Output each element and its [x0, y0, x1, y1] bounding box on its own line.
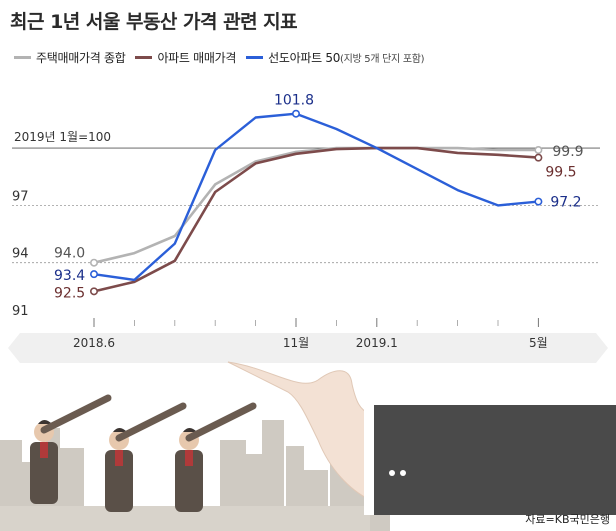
- series-end-label-0: 99.9: [552, 144, 583, 160]
- legend-note-leading50: (지방 5개 단지 포함): [340, 53, 425, 65]
- series-start-marker-1: [90, 287, 99, 296]
- man-hair: [183, 428, 197, 432]
- series-peak-marker-2: [291, 109, 300, 118]
- legend: 주택매매가격 종합 아파트 매매가격 선도아파트 50 (지방 5개 단지 포함…: [14, 48, 434, 66]
- x-tick-label: 2018.6: [73, 336, 115, 350]
- legend-item-apartment: 아파트 매매가격: [135, 49, 236, 66]
- man-tie: [40, 442, 48, 458]
- telescope-icon: [185, 402, 257, 442]
- series-end-marker-1: [534, 153, 543, 162]
- shirt-cuff: [364, 405, 374, 515]
- series-peak-label-2: 101.8: [274, 93, 314, 109]
- series-start-label-2: 93.4: [54, 268, 85, 284]
- man-hair: [38, 420, 52, 424]
- legend-item-housing: 주택매매가격 종합: [14, 49, 126, 66]
- man-tie: [185, 450, 193, 466]
- giant-hand: [227, 361, 371, 501]
- legend-swatch-apartment: [135, 55, 153, 59]
- man-tie: [115, 450, 123, 466]
- series-line-2: [93, 112, 539, 282]
- series-start-label-1: 92.5: [54, 285, 85, 301]
- x-tick-label: 11월: [283, 336, 309, 350]
- series-start-marker-2: [90, 270, 99, 279]
- series-line-0: [93, 146, 539, 264]
- x-axis-band: [8, 333, 608, 363]
- series-start-marker-0: [90, 258, 99, 267]
- legend-swatch-leading50: [246, 55, 264, 59]
- y-tick-label: 94: [12, 247, 29, 262]
- legend-label-apartment: 아파트 매매가격: [157, 50, 237, 65]
- suit-sleeve: [366, 405, 616, 515]
- series-end-marker-0: [534, 146, 543, 155]
- series-end-label-1: 99.5: [545, 165, 576, 181]
- series-line-1: [93, 146, 539, 293]
- y-tick-label: 97: [12, 189, 29, 204]
- skyline-building: [262, 420, 284, 531]
- series-start-label-0: 94.0: [54, 246, 85, 262]
- series-end-marker-2: [534, 197, 543, 206]
- y-tick-label: 91: [12, 304, 29, 319]
- x-tick-label: 5월: [529, 336, 548, 350]
- chart-title: 최근 1년 서울 부동산 가격 관련 지표: [10, 11, 298, 33]
- cuff-button: [389, 470, 395, 476]
- telescope-icon: [40, 394, 112, 434]
- series-end-label-2: 97.2: [550, 195, 581, 211]
- telescope-icon: [115, 402, 187, 442]
- man-body: [175, 450, 203, 512]
- cuff-button: [400, 470, 406, 476]
- source-note: 자료=KB국민은행: [525, 513, 610, 526]
- man-hair: [113, 428, 127, 432]
- man-body: [105, 450, 133, 512]
- legend-label-leading50: 선도아파트 50: [268, 50, 341, 65]
- legend-swatch-housing: [14, 55, 31, 59]
- man-body: [30, 442, 58, 504]
- reference-line-label: 2019년 1월=100: [14, 130, 111, 144]
- x-tick-label: 2019.1: [356, 336, 398, 350]
- legend-item-leading50: 선도아파트 50 (지방 5개 단지 포함): [246, 49, 425, 66]
- legend-label-housing: 주택매매가격 종합: [36, 50, 126, 65]
